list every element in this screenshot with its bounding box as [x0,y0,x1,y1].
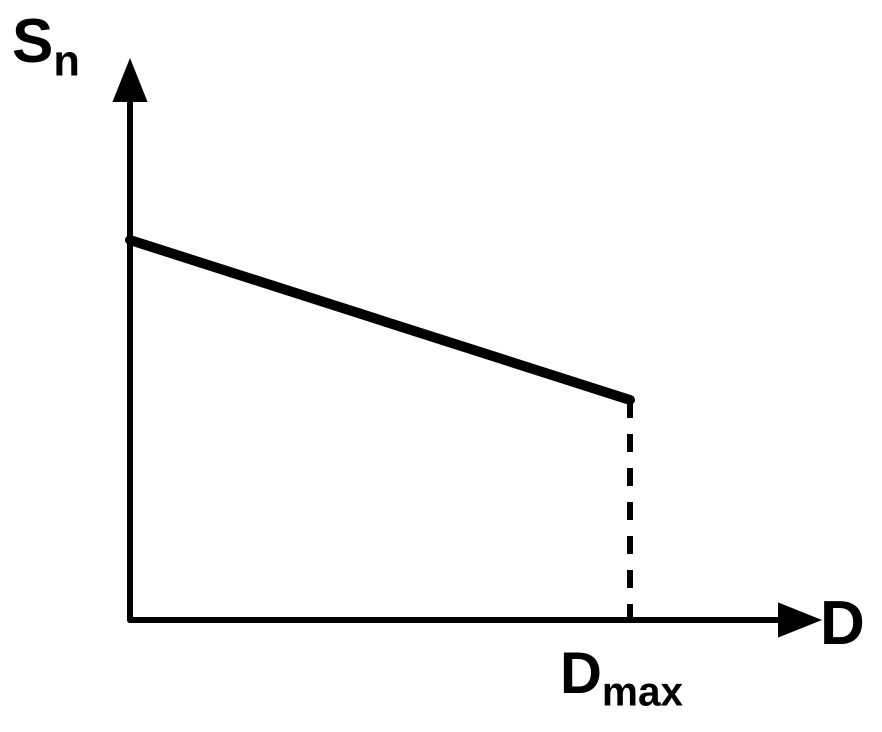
y-axis-label-main: S [12,7,53,76]
x-axis-label-main: D [820,589,865,658]
dmax-label-main: D [560,641,602,706]
dmax-label-sub: max [602,669,683,715]
plot-area [0,0,882,732]
dmax-tick-label: Dmax [560,640,683,716]
y-axis-label: Sn [12,6,80,86]
sn-vs-d-chart: Sn D Dmax [0,0,882,732]
y-axis-label-sub: n [53,37,80,85]
x-axis-label: D [820,588,865,659]
